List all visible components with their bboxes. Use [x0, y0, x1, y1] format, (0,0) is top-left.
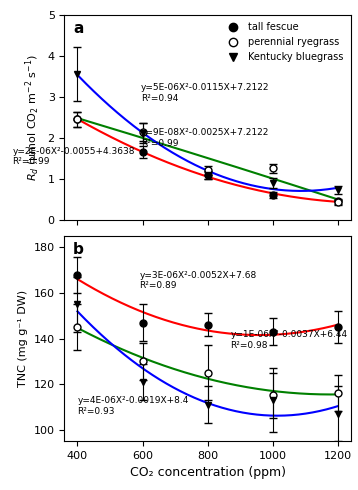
Legend: tall fescue, perennial ryegrass, Kentucky bluegrass: tall fescue, perennial ryegrass, Kentuck… [221, 20, 346, 65]
Text: a: a [73, 21, 83, 36]
X-axis label: CO₂ concentration (ppm): CO₂ concentration (ppm) [130, 466, 286, 479]
Y-axis label: TNC (mg g⁻¹ DW): TNC (mg g⁻¹ DW) [18, 290, 28, 387]
Text: y=5E-06X²-0.0115X+7.2122
R²=0.94: y=5E-06X²-0.0115X+7.2122 R²=0.94 [141, 83, 270, 103]
Text: y=1E-06X²-0.0037X+6.44
R²=0.98: y=1E-06X²-0.0037X+6.44 R²=0.98 [231, 330, 348, 350]
Text: y=4E-06X²-0.0019X+8.4
R²=0.93: y=4E-06X²-0.0019X+8.4 R²=0.93 [77, 396, 189, 416]
Text: y=9E-08X²-0.0025X+7.2122
R²=0.99: y=9E-08X²-0.0025X+7.2122 R²=0.99 [141, 128, 269, 148]
Text: b: b [73, 242, 84, 257]
Text: y=2E-06X²-0.0055+4.3638
R²=0.99: y=2E-06X²-0.0055+4.3638 R²=0.99 [13, 147, 135, 166]
Y-axis label: $R_d$ (µmol CO$_2$ m$^{-2}$ s$^{-1}$): $R_d$ (µmol CO$_2$ m$^{-2}$ s$^{-1}$) [23, 54, 42, 181]
Text: y=3E-06X²-0.0052X+7.68
R²=0.89: y=3E-06X²-0.0052X+7.68 R²=0.89 [139, 271, 257, 291]
